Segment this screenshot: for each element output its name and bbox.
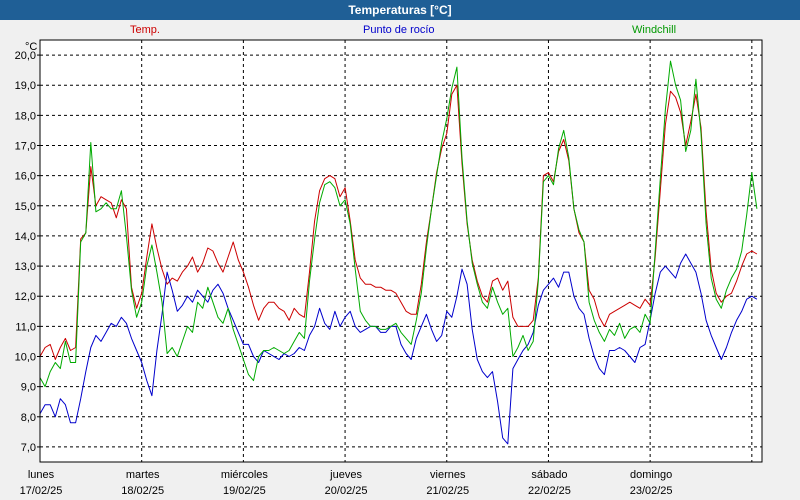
x-tick-date-label: 19/02/25 bbox=[223, 485, 266, 497]
series-line-1 bbox=[39, 253, 758, 445]
label-layer: 7,0 8,0 9,0 10,0 11,0 12,0 13,0 14,0 15,0 16,0 17,… bbox=[15, 50, 673, 497]
y-tick-label: 17,0 bbox=[15, 141, 36, 153]
series-line-2 bbox=[39, 60, 758, 388]
y-tick-label: 9,0 bbox=[21, 382, 36, 394]
legend-entry-dew-point: Punto de rocío bbox=[363, 24, 435, 36]
x-tick-day-label: lunes bbox=[28, 469, 55, 481]
y-tick-label: 14,0 bbox=[15, 231, 36, 243]
y-axis-unit-label: °C bbox=[25, 41, 37, 53]
x-tick-day-label: martes bbox=[126, 469, 160, 481]
x-tick-day-label: domingo bbox=[630, 469, 672, 481]
plot-frame bbox=[39, 39, 763, 463]
x-tick-day-label: sábado bbox=[531, 469, 567, 481]
x-tick-day-label: jueves bbox=[329, 469, 362, 481]
y-tick-label: 20,0 bbox=[15, 50, 36, 62]
y-tick-label: 18,0 bbox=[15, 110, 36, 122]
x-tick-day-label: miércoles bbox=[221, 469, 269, 481]
x-tick-day-label: viernes bbox=[430, 469, 466, 481]
y-tick-label: 7,0 bbox=[21, 442, 36, 454]
y-tick-label: 11,0 bbox=[15, 321, 36, 333]
y-tick-label: 19,0 bbox=[15, 80, 36, 92]
grid-layer bbox=[37, 40, 762, 462]
series-layer bbox=[39, 60, 758, 445]
x-tick-date-label: 18/02/25 bbox=[121, 485, 164, 497]
chart-title: Temperaturas [°C] bbox=[0, 0, 800, 20]
y-tick-label: 8,0 bbox=[21, 412, 36, 424]
x-tick-date-label: 20/02/25 bbox=[325, 485, 368, 497]
x-tick-date-label: 23/02/25 bbox=[630, 485, 673, 497]
plot-background bbox=[40, 40, 762, 462]
y-tick-label: 13,0 bbox=[15, 261, 36, 273]
y-tick-label: 15,0 bbox=[15, 201, 36, 213]
y-tick-label: 16,0 bbox=[15, 171, 36, 183]
x-tick-date-label: 22/02/25 bbox=[528, 485, 571, 497]
x-tick-date-label: 17/02/25 bbox=[20, 485, 63, 497]
y-tick-label: 12,0 bbox=[15, 291, 36, 303]
legend-entry-windchill: Windchill bbox=[632, 24, 677, 36]
x-tick-date-label: 21/02/25 bbox=[426, 485, 469, 497]
legend-entry-temp: Temp. bbox=[130, 24, 160, 36]
series-line-0 bbox=[39, 84, 758, 360]
y-tick-label: 10,0 bbox=[15, 352, 36, 364]
